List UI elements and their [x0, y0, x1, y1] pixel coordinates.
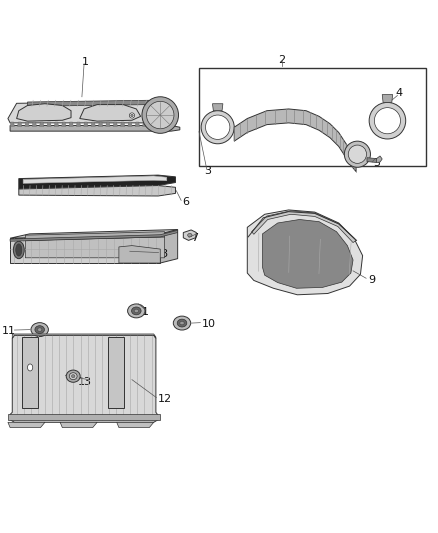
Ellipse shape — [13, 241, 24, 259]
Ellipse shape — [38, 328, 42, 332]
Ellipse shape — [31, 322, 48, 336]
Polygon shape — [10, 230, 178, 238]
Polygon shape — [99, 122, 103, 126]
Ellipse shape — [205, 115, 230, 140]
Text: 10: 10 — [201, 319, 215, 329]
Polygon shape — [25, 237, 165, 258]
Ellipse shape — [147, 101, 174, 129]
Text: 6: 6 — [182, 197, 189, 207]
Polygon shape — [128, 122, 132, 126]
Polygon shape — [10, 335, 158, 422]
Polygon shape — [62, 122, 66, 126]
Ellipse shape — [129, 113, 134, 118]
Polygon shape — [184, 230, 196, 240]
Polygon shape — [252, 211, 356, 243]
Text: 8: 8 — [160, 249, 167, 260]
Text: 9: 9 — [368, 276, 375, 286]
Ellipse shape — [71, 375, 75, 378]
Polygon shape — [25, 122, 29, 126]
Polygon shape — [22, 337, 39, 408]
Polygon shape — [91, 122, 95, 126]
Ellipse shape — [180, 321, 184, 325]
Text: 1: 1 — [82, 57, 89, 67]
Text: 4: 4 — [395, 88, 403, 98]
Ellipse shape — [28, 364, 33, 371]
Polygon shape — [8, 415, 160, 419]
Polygon shape — [19, 185, 176, 196]
Ellipse shape — [201, 111, 234, 144]
Text: 2: 2 — [278, 55, 285, 65]
Text: 13: 13 — [78, 377, 92, 387]
Polygon shape — [54, 122, 59, 126]
Polygon shape — [157, 122, 162, 126]
Polygon shape — [119, 246, 160, 263]
Polygon shape — [106, 122, 110, 126]
Polygon shape — [120, 122, 125, 126]
Polygon shape — [76, 122, 81, 126]
Polygon shape — [10, 122, 14, 126]
Ellipse shape — [35, 326, 45, 334]
Ellipse shape — [348, 145, 367, 163]
Polygon shape — [165, 122, 169, 126]
Ellipse shape — [131, 307, 141, 315]
Polygon shape — [28, 100, 149, 107]
Polygon shape — [150, 122, 154, 126]
Polygon shape — [8, 422, 45, 427]
Text: 7: 7 — [191, 233, 198, 243]
Polygon shape — [113, 122, 117, 126]
Polygon shape — [10, 125, 180, 131]
Polygon shape — [84, 122, 88, 126]
Polygon shape — [10, 230, 178, 241]
Ellipse shape — [142, 97, 179, 133]
Polygon shape — [18, 122, 22, 126]
Polygon shape — [60, 422, 97, 427]
Polygon shape — [19, 175, 176, 189]
Ellipse shape — [134, 309, 138, 313]
Polygon shape — [117, 422, 154, 427]
Ellipse shape — [69, 373, 77, 379]
Polygon shape — [160, 230, 178, 263]
Ellipse shape — [177, 319, 187, 327]
Polygon shape — [135, 122, 140, 126]
Polygon shape — [377, 156, 382, 163]
Polygon shape — [262, 220, 353, 288]
Text: 12: 12 — [158, 394, 172, 404]
Polygon shape — [367, 158, 378, 163]
Text: 3: 3 — [204, 166, 211, 176]
Polygon shape — [23, 176, 167, 183]
Polygon shape — [39, 122, 44, 126]
Polygon shape — [25, 232, 165, 240]
Text: 11: 11 — [1, 326, 15, 336]
Text: 5: 5 — [374, 158, 381, 168]
Ellipse shape — [16, 244, 22, 256]
Polygon shape — [69, 122, 73, 126]
Ellipse shape — [66, 370, 80, 382]
Polygon shape — [8, 101, 176, 123]
Polygon shape — [382, 94, 392, 102]
Polygon shape — [32, 122, 36, 126]
Polygon shape — [142, 122, 147, 126]
Ellipse shape — [374, 108, 400, 134]
Ellipse shape — [131, 114, 133, 117]
Polygon shape — [234, 109, 356, 172]
Polygon shape — [108, 337, 124, 408]
Polygon shape — [10, 238, 160, 263]
Polygon shape — [212, 104, 223, 111]
Ellipse shape — [187, 233, 192, 237]
Polygon shape — [80, 104, 141, 121]
Ellipse shape — [369, 102, 406, 139]
Polygon shape — [247, 210, 363, 295]
Text: 11: 11 — [136, 307, 150, 317]
Polygon shape — [47, 122, 51, 126]
Bar — [199, 68, 426, 166]
Polygon shape — [12, 334, 156, 338]
Ellipse shape — [344, 141, 371, 167]
Polygon shape — [17, 104, 71, 121]
Ellipse shape — [127, 304, 145, 318]
Ellipse shape — [173, 316, 191, 330]
